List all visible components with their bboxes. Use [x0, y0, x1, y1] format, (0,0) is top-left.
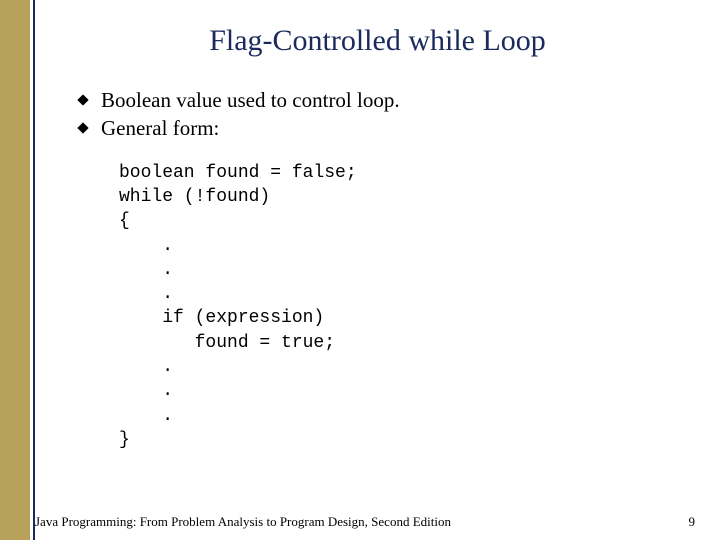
- bullet-item: General form:: [79, 114, 690, 142]
- bullet-text: General form:: [101, 114, 219, 142]
- slide-title: Flag-Controlled while Loop: [65, 24, 690, 58]
- diamond-icon: [77, 123, 88, 134]
- code-block: boolean found = false; while (!found) { …: [119, 161, 690, 453]
- bullet-list: Boolean value used to control loop. Gene…: [79, 86, 690, 143]
- left-accent-band: [0, 0, 30, 540]
- diamond-icon: [77, 94, 88, 105]
- footer-page-number: 9: [689, 514, 696, 530]
- bullet-text: Boolean value used to control loop.: [101, 86, 400, 114]
- bullet-item: Boolean value used to control loop.: [79, 86, 690, 114]
- slide-content: Flag-Controlled while Loop Boolean value…: [35, 0, 720, 540]
- footer-left: Java Programming: From Problem Analysis …: [35, 514, 451, 530]
- slide-footer: Java Programming: From Problem Analysis …: [35, 514, 715, 530]
